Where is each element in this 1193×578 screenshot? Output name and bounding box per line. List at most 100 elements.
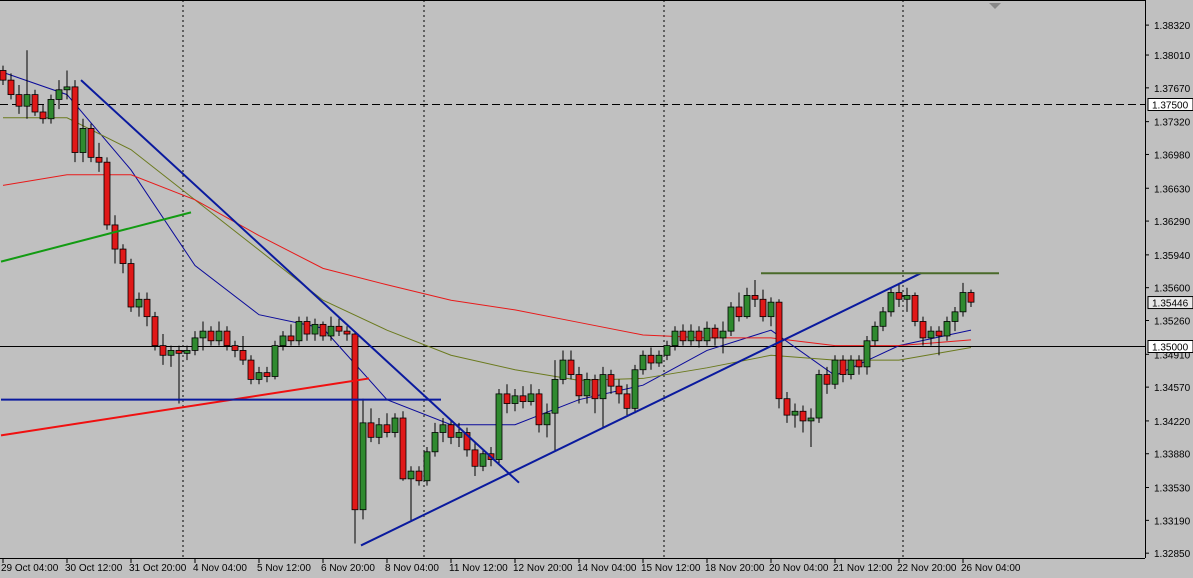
candle-body bbox=[735, 306, 743, 318]
x-tick-label: 29 Oct 04:00 bbox=[1, 563, 59, 574]
candle-body bbox=[327, 325, 335, 337]
candle-body bbox=[607, 374, 615, 387]
candle-body bbox=[167, 350, 175, 356]
candle-body bbox=[911, 295, 919, 322]
candle-body bbox=[615, 385, 623, 395]
x-tick-label: 8 Nov 04:00 bbox=[385, 563, 439, 574]
candle-body bbox=[679, 330, 687, 342]
level-label: 1.35000 bbox=[1152, 343, 1189, 354]
candle-body bbox=[959, 292, 967, 313]
candle-body bbox=[175, 350, 183, 354]
candle-body bbox=[183, 350, 191, 354]
candle-body bbox=[919, 321, 927, 339]
candle-body bbox=[55, 89, 63, 100]
candle-body bbox=[503, 393, 511, 404]
moving-average bbox=[2, 71, 972, 426]
candle-body bbox=[87, 127, 95, 158]
candle-body bbox=[103, 161, 111, 226]
level-label-box bbox=[1147, 98, 1193, 111]
y-tick-label: 1.37320 bbox=[1154, 118, 1191, 129]
y-tick-label: 1.34570 bbox=[1154, 383, 1191, 394]
candle-body bbox=[39, 111, 47, 120]
candle-body bbox=[239, 350, 247, 361]
candle-body bbox=[359, 422, 367, 511]
candle-body bbox=[71, 86, 79, 153]
candle-body bbox=[639, 354, 647, 371]
candle-body bbox=[79, 127, 87, 153]
candle-body bbox=[663, 345, 671, 356]
candle-body bbox=[567, 359, 575, 375]
candle-body bbox=[415, 470, 423, 482]
x-tick-label: 30 Oct 12:00 bbox=[65, 563, 123, 574]
candle-body bbox=[271, 345, 279, 377]
candle-body bbox=[831, 359, 839, 385]
candle-body bbox=[671, 330, 679, 347]
candle-body bbox=[543, 412, 551, 426]
moving-average bbox=[3, 117, 972, 381]
y-tick-label: 1.34220 bbox=[1154, 417, 1191, 428]
candle-body bbox=[575, 374, 583, 397]
candle-body bbox=[455, 432, 463, 438]
candle-body bbox=[703, 327, 711, 342]
trend-line bbox=[80, 79, 520, 484]
candle-body bbox=[847, 359, 855, 375]
candle-body bbox=[391, 417, 399, 433]
candle-body bbox=[887, 292, 895, 313]
candle-body bbox=[151, 316, 159, 347]
candle-body bbox=[727, 306, 735, 332]
y-tick-label: 1.35260 bbox=[1154, 317, 1191, 328]
candle-body bbox=[159, 345, 167, 356]
candle-body bbox=[775, 301, 783, 400]
candle-body bbox=[255, 372, 263, 380]
y-tick-label: 1.34910 bbox=[1154, 350, 1191, 361]
candle-body bbox=[839, 359, 847, 375]
candle-body bbox=[759, 298, 767, 318]
candle-body bbox=[143, 298, 151, 318]
candle-body bbox=[431, 432, 439, 453]
candle-body bbox=[935, 330, 943, 337]
trend-line bbox=[360, 272, 922, 547]
candle-body bbox=[407, 470, 415, 480]
candle-body bbox=[495, 393, 503, 460]
candle-body bbox=[719, 330, 727, 339]
candle-body bbox=[231, 345, 239, 351]
candle-body bbox=[463, 432, 471, 451]
candle-body bbox=[423, 451, 431, 482]
candle-body bbox=[751, 295, 759, 300]
trend-line bbox=[0, 377, 370, 437]
candle-body bbox=[383, 424, 391, 433]
candle-body bbox=[111, 224, 119, 250]
candle-body bbox=[743, 295, 751, 318]
candle-body bbox=[855, 359, 863, 368]
candle-body bbox=[215, 330, 223, 342]
candle-body bbox=[471, 449, 479, 467]
trend-line bbox=[0, 211, 192, 263]
x-tick-label: 5 Nov 12:00 bbox=[257, 563, 311, 574]
last-price-label: 1.35446 bbox=[1152, 299, 1189, 310]
candle-body bbox=[631, 369, 639, 409]
candle-body bbox=[375, 424, 383, 438]
x-tick-label: 21 Nov 12:00 bbox=[833, 563, 893, 574]
candle-body bbox=[135, 298, 143, 308]
moving-average bbox=[2, 174, 972, 347]
candle-body bbox=[319, 323, 327, 337]
candle-body bbox=[927, 330, 935, 339]
candle-body bbox=[527, 393, 535, 403]
y-tick-label: 1.35600 bbox=[1154, 284, 1191, 295]
candle-body bbox=[287, 335, 295, 342]
candle-body bbox=[863, 340, 871, 368]
candle-body bbox=[559, 359, 567, 380]
candle-body bbox=[127, 263, 135, 308]
y-tick-label: 1.36290 bbox=[1154, 217, 1191, 228]
x-tick-label: 6 Nov 20:00 bbox=[321, 563, 375, 574]
last-price-box bbox=[1147, 296, 1193, 310]
candle-body bbox=[335, 325, 343, 332]
candle-body bbox=[943, 321, 951, 337]
y-tick-label: 1.33880 bbox=[1154, 450, 1191, 461]
candle-body bbox=[807, 417, 815, 422]
candle-body bbox=[303, 321, 311, 335]
y-tick-label: 1.35940 bbox=[1154, 251, 1191, 262]
x-tick-label: 20 Nov 04:00 bbox=[769, 563, 829, 574]
